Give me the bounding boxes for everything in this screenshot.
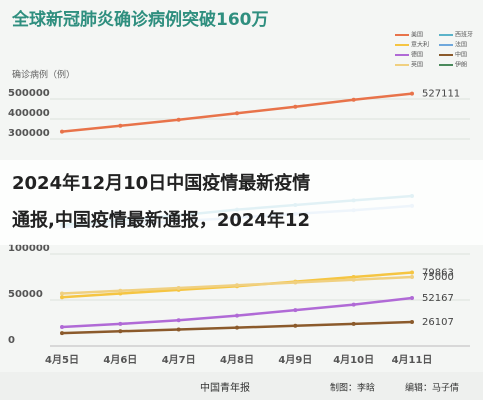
overlay-line: 通报,中国疫情最新通报，2024年12 — [12, 209, 310, 231]
line-point — [118, 291, 123, 296]
end-label: 75000 — [422, 272, 454, 283]
line-point — [351, 97, 356, 102]
line-point — [176, 318, 181, 323]
line-point — [351, 275, 356, 279]
footer-maker: 制图：李晗 — [330, 382, 375, 394]
footer-source: 中国青年报 — [200, 381, 250, 394]
y-axis-label: 确诊病例（例） — [12, 69, 75, 81]
line-point — [176, 117, 181, 122]
chart-title: 全球新冠肺炎确诊病例突破160万 — [11, 9, 269, 30]
line-point — [293, 308, 298, 313]
line-point — [351, 302, 356, 307]
legend-label: 伊朗 — [455, 61, 467, 69]
line-point — [235, 283, 239, 288]
line-point — [293, 323, 298, 328]
line-point — [60, 295, 64, 300]
y-tick-label: 100000 — [8, 243, 50, 254]
x-tick-label: 4月10日 — [333, 354, 374, 366]
line-point — [235, 111, 239, 116]
overlay-band — [0, 160, 483, 245]
legend-label: 意大利 — [411, 41, 429, 49]
end-label: 52167 — [422, 293, 454, 304]
end-label: 26107 — [422, 317, 454, 328]
y-tick-label: 0 — [8, 335, 15, 346]
line-point — [351, 321, 356, 326]
line-point — [351, 277, 356, 282]
line-point — [60, 291, 64, 296]
y-tick-label: 400000 — [8, 108, 50, 119]
x-tick-label: 4月6日 — [103, 354, 137, 366]
line-point — [410, 319, 414, 324]
line-point — [293, 104, 298, 109]
overlay-line: 2024年12月10日中国疫情最新疫情 — [12, 172, 310, 194]
legend-label: 西班牙 — [455, 31, 473, 39]
line-point — [410, 270, 414, 275]
y-tick-label: 300000 — [8, 128, 50, 139]
line-point — [118, 321, 123, 326]
legend-label: 美国 — [411, 31, 423, 39]
line-point — [118, 123, 123, 128]
end-label: 79863 — [422, 268, 454, 279]
x-tick-label: 4月5日 — [45, 354, 79, 366]
x-tick-label: 4月9日 — [278, 354, 312, 366]
line-point — [118, 288, 123, 293]
line-point — [176, 327, 181, 332]
line-point — [60, 331, 64, 336]
line-point — [235, 313, 239, 318]
x-tick-label: 4月11日 — [392, 354, 433, 366]
line-point — [60, 325, 64, 330]
line-point — [60, 129, 64, 134]
legend-label: 中国 — [455, 51, 467, 59]
line-point — [410, 275, 414, 279]
line-point — [410, 296, 414, 301]
end-label: 527111 — [422, 89, 460, 100]
line-point — [118, 329, 123, 334]
x-tick-label: 4月8日 — [220, 354, 254, 366]
line-point — [235, 325, 239, 330]
legend-label: 法国 — [455, 41, 467, 49]
line-point — [293, 280, 298, 285]
y-tick-label: 500000 — [8, 88, 50, 99]
line-point — [176, 286, 181, 291]
x-tick-label: 4月7日 — [162, 354, 196, 366]
legend-label: 德国 — [411, 51, 423, 59]
legend-label: 英国 — [411, 61, 423, 69]
y-tick-label: 50000 — [8, 289, 43, 300]
footer-band — [0, 372, 483, 400]
line-point — [410, 91, 414, 96]
footer-editor: 编辑：马子倩 — [405, 382, 459, 394]
